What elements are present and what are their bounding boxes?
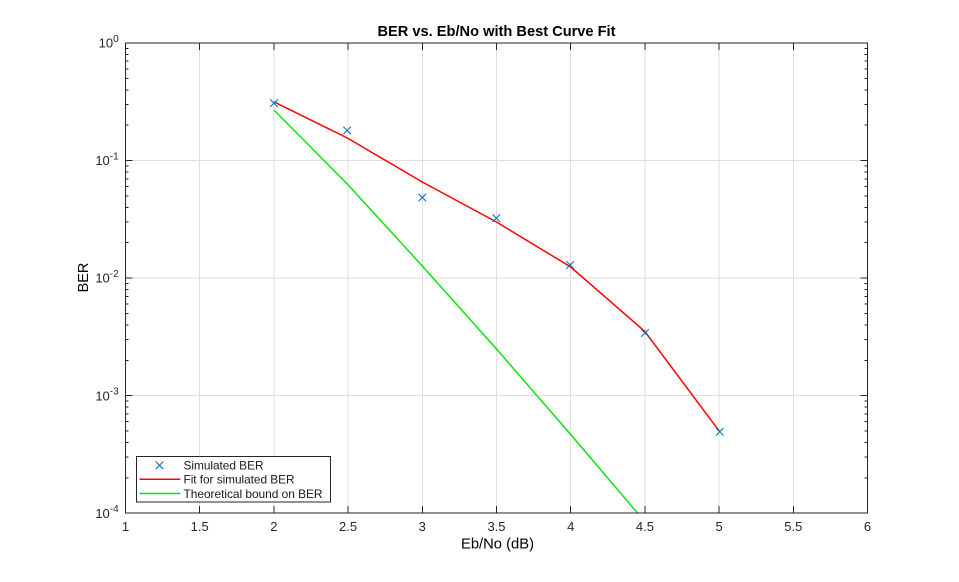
svg-text:Eb/No (dB): Eb/No (dB) — [461, 537, 534, 553]
svg-text:BER: BER — [76, 263, 92, 293]
svg-text:5: 5 — [715, 519, 722, 534]
svg-text:Theoretical bound on BER: Theoretical bound on BER — [184, 487, 323, 501]
svg-text:BER vs. Eb/No with Best Curve: BER vs. Eb/No with Best Curve Fit — [378, 23, 616, 40]
svg-text:Fit for simulated BER: Fit for simulated BER — [184, 473, 295, 487]
svg-text:2: 2 — [270, 519, 277, 534]
svg-text:6: 6 — [864, 519, 871, 534]
svg-text:1.5: 1.5 — [191, 519, 209, 534]
svg-text:4.5: 4.5 — [636, 519, 654, 534]
svg-text:1: 1 — [122, 519, 129, 534]
svg-text:2.5: 2.5 — [339, 519, 357, 534]
svg-text:3.5: 3.5 — [487, 519, 505, 534]
svg-text:3: 3 — [419, 519, 426, 534]
svg-text:5.5: 5.5 — [784, 519, 802, 534]
svg-text:4: 4 — [567, 519, 574, 534]
svg-text:Simulated BER: Simulated BER — [184, 459, 264, 473]
